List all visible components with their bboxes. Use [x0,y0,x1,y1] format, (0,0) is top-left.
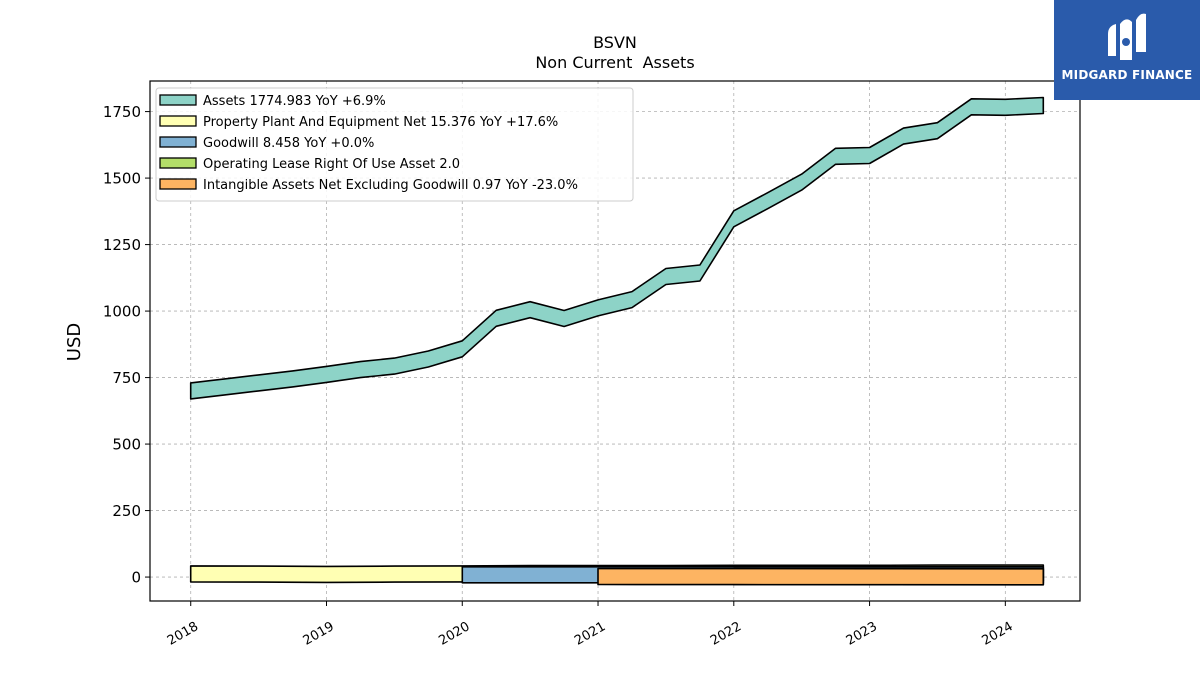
legend-swatch [159,115,197,127]
y-tick-label: 250 [112,502,141,520]
legend-label: Intangible Assets Net Excluding Goodwill… [203,178,578,193]
y-tick-label: 0 [131,569,141,587]
plot-frame [149,80,1081,602]
legend-label: Goodwill 8.458 YoY +0.0% [203,136,374,151]
series-areas [189,96,1045,586]
chart-title: BSVN [593,33,637,52]
y-tick-label: 1750 [103,103,141,121]
y-tick-label: 1000 [103,303,141,321]
x-tick-label: 2021 [572,619,608,649]
legend-label: Property Plant And Equipment Net 15.376 … [203,115,558,130]
legend-label: Operating Lease Right Of Use Asset 2.0 [203,157,460,172]
legend-box [155,87,634,202]
legend-swatch [159,178,197,190]
series-area-4 [597,567,1045,586]
x-tick-label: 2018 [165,619,201,649]
y-tick-label: 1250 [103,236,141,254]
chart-subtitle: Non Current Assets [535,53,694,72]
legend-swatch [159,94,197,106]
y-axis-label: USD [64,323,85,361]
logo-mark-icon [1108,13,1146,60]
legend-label: Assets 1774.983 YoY +6.9% [203,94,386,109]
x-axis-ticks: 2018 2019 2020 2021 2022 2023 2024 [165,601,1016,649]
legend: Assets 1774.983 YoY +6.9% Property Plant … [155,87,634,202]
y-tick-label: 500 [112,436,141,454]
legend-swatch [159,157,197,169]
x-tick-label: 2022 [708,619,744,649]
x-tick-label: 2020 [436,619,472,649]
x-tick-label: 2019 [301,619,337,649]
y-tick-label: 1500 [103,170,141,188]
logo-text: MIDGARD FINANCE [1061,68,1193,82]
logo: MIDGARD FINANCE [1054,0,1200,100]
x-tick-label: 2023 [844,619,880,649]
y-axis-ticks: 0 250 500 750 1000 1250 1500 1750 [103,103,150,587]
legend-swatch [159,136,197,148]
y-tick-label: 750 [112,369,141,387]
x-tick-label: 2024 [979,619,1015,649]
series-area-0 [189,96,1045,400]
